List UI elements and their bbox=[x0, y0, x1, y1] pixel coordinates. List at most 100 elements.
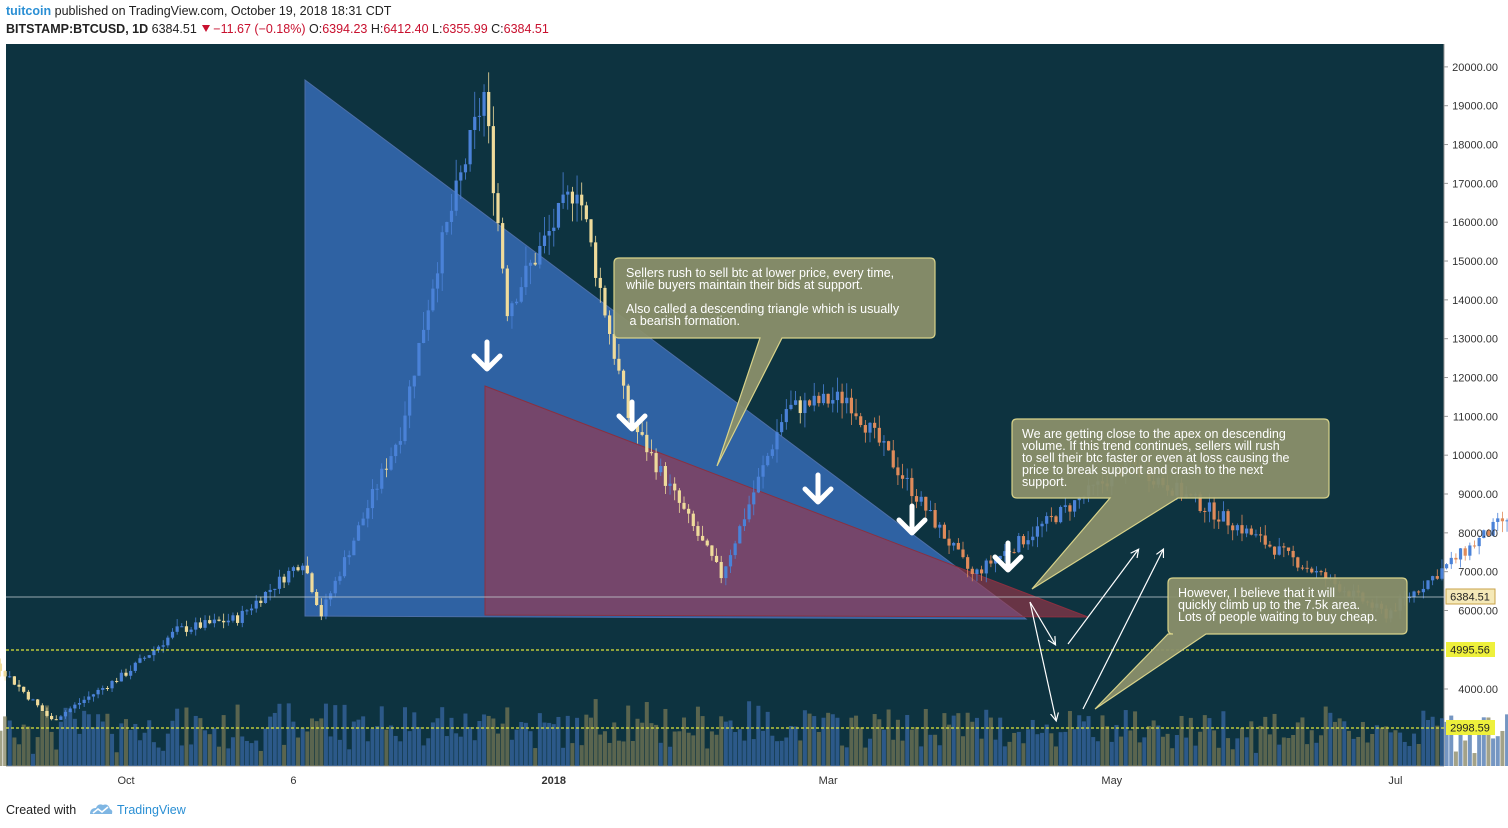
candle-body bbox=[435, 273, 440, 289]
volume-bar bbox=[1179, 715, 1184, 766]
volume-bar bbox=[556, 716, 561, 766]
volume-bar bbox=[491, 718, 496, 766]
volume-bar bbox=[798, 740, 803, 766]
candle-body bbox=[54, 719, 58, 721]
close-label: C: bbox=[491, 22, 504, 36]
volume-bar bbox=[1453, 751, 1458, 766]
candle-body bbox=[1026, 540, 1030, 545]
volume-bar bbox=[551, 724, 556, 766]
candle-body bbox=[156, 646, 161, 651]
volume-bar bbox=[626, 705, 631, 766]
candle-body bbox=[333, 580, 337, 594]
volume-bar bbox=[35, 737, 40, 766]
volume-bar bbox=[500, 723, 505, 766]
volume-bar bbox=[1342, 721, 1347, 766]
volume-bar bbox=[58, 721, 63, 766]
volume-bar bbox=[1263, 716, 1268, 766]
candle-body bbox=[696, 526, 700, 536]
author-link[interactable]: tuitcoin bbox=[6, 4, 52, 18]
volume-bar bbox=[454, 733, 459, 766]
candle-body bbox=[1221, 511, 1225, 522]
volume-bar bbox=[505, 707, 510, 766]
candle-body bbox=[1203, 511, 1207, 513]
volume-bar bbox=[1049, 733, 1054, 766]
ohlc-line: BITSTAMP:BTCUSD, 1D 6384.51 −11.67 (−0.1… bbox=[6, 22, 549, 36]
candle-body bbox=[115, 680, 119, 682]
volume-bar bbox=[26, 726, 31, 766]
volume-bar bbox=[1374, 725, 1379, 766]
volume-bar bbox=[947, 724, 952, 766]
volume-bar bbox=[110, 733, 115, 766]
last-price: 6384.51 bbox=[151, 22, 197, 36]
candle-body bbox=[184, 626, 189, 632]
volume-bar bbox=[826, 712, 831, 766]
candle-body bbox=[1472, 545, 1477, 547]
volume-bar bbox=[1086, 716, 1091, 766]
volume-bar bbox=[1156, 725, 1161, 766]
volume-bar bbox=[1249, 721, 1254, 766]
volume-bar bbox=[984, 709, 989, 766]
volume-bar bbox=[230, 737, 235, 766]
candle-body bbox=[277, 576, 282, 589]
candle-body bbox=[756, 476, 760, 493]
candle-body bbox=[1454, 557, 1458, 560]
candle-body bbox=[780, 422, 784, 433]
tradingview-link[interactable]: TradingView bbox=[117, 803, 186, 817]
volume-bar bbox=[1444, 721, 1449, 766]
candle-body bbox=[1491, 521, 1495, 536]
descending-triangle-red bbox=[484, 385, 1089, 618]
volume-bar bbox=[1165, 733, 1170, 766]
volume-bar bbox=[933, 734, 938, 766]
candle-body bbox=[728, 555, 733, 567]
candle-body bbox=[742, 519, 747, 527]
volume-bar bbox=[691, 735, 696, 766]
candle-body bbox=[491, 126, 495, 194]
candle-body bbox=[608, 315, 612, 334]
price-chart[interactable]: Sellers rush to sell btc at lower price,… bbox=[0, 44, 1508, 794]
volume-bar bbox=[124, 719, 128, 766]
volume-bar bbox=[1449, 715, 1454, 766]
volume-bar bbox=[765, 711, 770, 766]
candle-body bbox=[203, 620, 207, 628]
candle-body bbox=[719, 562, 723, 579]
candle-body bbox=[668, 483, 672, 486]
level-tag-2 bbox=[1446, 720, 1495, 735]
candle-body bbox=[794, 400, 798, 405]
candle-body bbox=[310, 573, 314, 593]
candle-body bbox=[8, 676, 12, 678]
candle-body bbox=[380, 468, 384, 489]
candle-body bbox=[1254, 534, 1258, 536]
pointer-arrows bbox=[471, 339, 1024, 573]
candle-body bbox=[891, 450, 895, 468]
candle-body bbox=[1198, 494, 1202, 512]
volume-bar bbox=[607, 742, 612, 766]
y-tick-label: 8000.00 bbox=[1458, 528, 1498, 540]
candle-body bbox=[198, 622, 202, 628]
candle-body bbox=[807, 400, 812, 406]
volume-bar bbox=[1012, 732, 1017, 766]
volume-bar bbox=[277, 703, 282, 766]
volume-bar bbox=[1439, 718, 1444, 766]
volume-bar bbox=[891, 739, 896, 766]
volume-bar bbox=[598, 734, 603, 766]
candle-body bbox=[445, 221, 449, 233]
chart-header: tuitcoin published on TradingView.com, O… bbox=[0, 0, 1508, 44]
volume-bar bbox=[1044, 724, 1049, 766]
volume-bar bbox=[1040, 732, 1045, 766]
volume-bar bbox=[17, 744, 22, 766]
candle-body bbox=[1468, 545, 1472, 556]
candle-body bbox=[384, 468, 388, 470]
volume-bar bbox=[1379, 727, 1384, 766]
candle-body bbox=[1040, 523, 1044, 527]
volume-bar bbox=[575, 717, 580, 766]
candle-body bbox=[835, 391, 840, 401]
volume-bar bbox=[1477, 732, 1482, 766]
volume-bar bbox=[268, 716, 273, 766]
volume-bar bbox=[379, 706, 384, 766]
volume-bar bbox=[863, 747, 868, 766]
volume-bar bbox=[854, 715, 859, 766]
price-change: −11.67 (−0.18%) bbox=[213, 22, 306, 36]
candle-body bbox=[315, 592, 319, 606]
projection-arrow bbox=[1082, 550, 1163, 710]
volume-bar bbox=[86, 714, 91, 766]
